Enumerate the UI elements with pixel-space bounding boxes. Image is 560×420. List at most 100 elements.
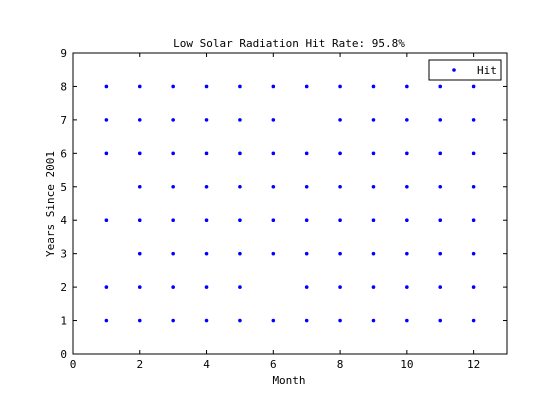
data-point bbox=[371, 218, 376, 223]
data-point bbox=[471, 84, 476, 89]
y-tick-label: 8 bbox=[60, 80, 67, 93]
data-point bbox=[238, 84, 242, 89]
data-point bbox=[338, 318, 342, 323]
x-tick-label: 2 bbox=[136, 358, 143, 371]
data-point bbox=[405, 318, 409, 323]
data-point bbox=[405, 84, 409, 89]
data-point bbox=[238, 251, 242, 256]
data-point bbox=[204, 118, 209, 122]
data-point bbox=[471, 118, 476, 122]
plot-area bbox=[72, 52, 508, 355]
data-point bbox=[438, 251, 443, 256]
x-tick-label: 10 bbox=[400, 358, 413, 371]
data-point bbox=[271, 151, 276, 156]
data-point bbox=[238, 118, 242, 122]
data-point bbox=[171, 84, 175, 89]
legend-box bbox=[428, 59, 502, 81]
data-point bbox=[371, 251, 376, 256]
chart-title: Low Solar Radiation Hit Rate: 95.8% bbox=[173, 37, 405, 50]
data-point bbox=[304, 184, 309, 189]
data-point bbox=[304, 285, 309, 289]
data-point bbox=[371, 84, 376, 89]
data-point bbox=[338, 251, 342, 256]
x-tick-label: 0 bbox=[70, 358, 77, 371]
y-axis-label: Years Since 2001 bbox=[44, 151, 57, 257]
data-point bbox=[304, 251, 309, 256]
data-point bbox=[271, 318, 276, 323]
series-hit bbox=[104, 84, 476, 323]
data-point bbox=[438, 184, 443, 189]
data-point bbox=[204, 151, 209, 156]
y-tick-label: 4 bbox=[60, 214, 67, 227]
data-point bbox=[371, 318, 376, 323]
data-point bbox=[238, 318, 242, 323]
data-point bbox=[271, 118, 276, 122]
legend-marker bbox=[452, 68, 456, 72]
data-point bbox=[405, 184, 409, 189]
data-point bbox=[338, 151, 342, 156]
data-point bbox=[304, 151, 309, 156]
data-point bbox=[104, 118, 109, 122]
y-tick-label: 0 bbox=[60, 348, 67, 361]
data-point bbox=[405, 218, 409, 223]
data-point bbox=[304, 84, 309, 89]
data-point bbox=[304, 318, 309, 323]
data-point bbox=[338, 285, 342, 289]
data-point bbox=[171, 218, 175, 223]
data-point bbox=[137, 184, 142, 189]
data-point bbox=[104, 285, 109, 289]
data-point bbox=[104, 151, 109, 156]
x-axis: 0 2 4 6 8 10 12 bbox=[70, 53, 480, 371]
data-point bbox=[137, 84, 142, 89]
data-point bbox=[371, 285, 376, 289]
data-point bbox=[338, 184, 342, 189]
data-point bbox=[137, 251, 142, 256]
data-point bbox=[271, 218, 276, 223]
data-point bbox=[104, 218, 109, 223]
data-point bbox=[171, 184, 175, 189]
data-point bbox=[438, 84, 443, 89]
y-tick-label: 6 bbox=[60, 147, 67, 160]
data-point bbox=[304, 218, 309, 223]
data-point bbox=[137, 218, 142, 223]
data-point bbox=[238, 218, 242, 223]
data-point bbox=[137, 318, 142, 323]
data-point bbox=[238, 285, 242, 289]
data-point bbox=[271, 84, 276, 89]
data-point bbox=[471, 285, 476, 289]
data-point bbox=[204, 318, 209, 323]
data-point bbox=[405, 285, 409, 289]
data-point bbox=[238, 184, 242, 189]
data-point bbox=[471, 184, 476, 189]
data-point bbox=[438, 218, 443, 223]
data-point bbox=[371, 151, 376, 156]
x-tick-label: 8 bbox=[337, 358, 344, 371]
data-point bbox=[204, 251, 209, 256]
data-point bbox=[338, 84, 342, 89]
legend-label: Hit bbox=[477, 64, 497, 77]
data-point bbox=[137, 285, 142, 289]
data-point bbox=[137, 151, 142, 156]
data-point bbox=[271, 251, 276, 256]
data-point bbox=[471, 218, 476, 223]
y-tick-label: 9 bbox=[60, 47, 67, 60]
data-point bbox=[338, 218, 342, 223]
x-tick-label: 4 bbox=[203, 358, 210, 371]
data-point bbox=[471, 251, 476, 256]
x-tick-label: 6 bbox=[270, 358, 277, 371]
data-point bbox=[438, 151, 443, 156]
legend: Hit bbox=[428, 59, 502, 81]
data-point bbox=[405, 151, 409, 156]
y-axis: 0 1 2 3 4 5 6 7 8 9 bbox=[60, 47, 507, 361]
y-tick-label: 3 bbox=[60, 248, 67, 261]
data-point bbox=[171, 151, 175, 156]
data-point bbox=[104, 84, 109, 89]
data-point bbox=[438, 285, 443, 289]
data-point bbox=[238, 151, 242, 156]
data-point bbox=[271, 184, 276, 189]
data-point bbox=[171, 118, 175, 122]
y-tick-label: 1 bbox=[60, 315, 67, 328]
data-point bbox=[171, 285, 175, 289]
data-point bbox=[171, 318, 175, 323]
